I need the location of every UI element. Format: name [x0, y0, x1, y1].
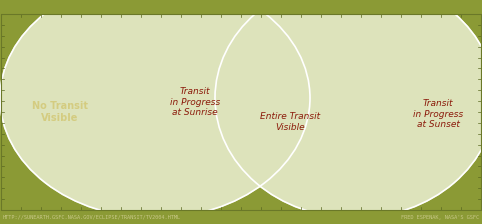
Text: No Transit
Visible: No Transit Visible [32, 101, 88, 123]
Text: FRED ESPENAK, NASA'S GSFC: FRED ESPENAK, NASA'S GSFC [401, 215, 479, 220]
Text: Transit
in Progress
at Sunset: Transit in Progress at Sunset [413, 99, 463, 129]
Text: Entire Transit
Visible: Entire Transit Visible [260, 112, 320, 132]
Text: HTTP://SUNEARTH.GSFC.NASA.GOV/ECLIPSE/TRANSIT/TV2004.HTML: HTTP://SUNEARTH.GSFC.NASA.GOV/ECLIPSE/TR… [3, 215, 181, 220]
Bar [1, 14, 481, 210]
Text: Transit
in Progress
at Sunrise: Transit in Progress at Sunrise [170, 87, 220, 117]
Ellipse shape [0, 0, 310, 218]
Ellipse shape [215, 0, 482, 218]
